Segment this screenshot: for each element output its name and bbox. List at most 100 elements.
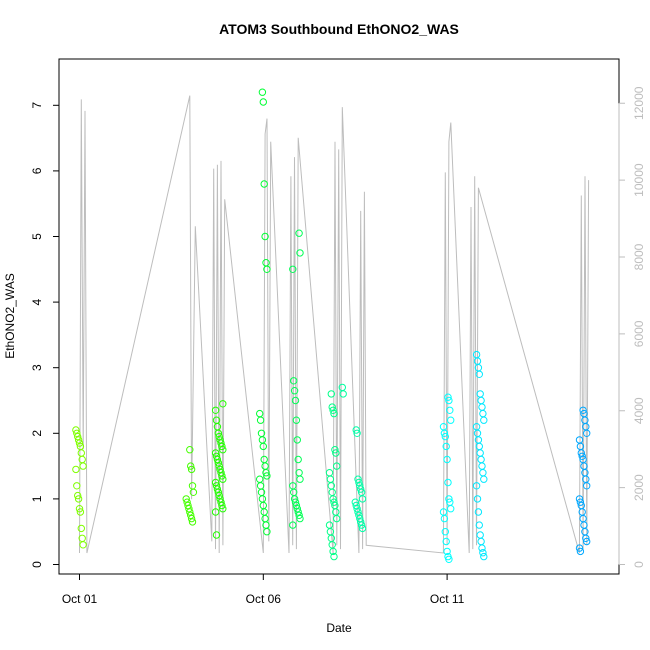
data-point [583, 537, 591, 546]
data-point [325, 469, 334, 477]
data-point [296, 475, 304, 483]
data-point [480, 475, 488, 483]
data-point [333, 462, 341, 470]
y2-tick-label: 0 [632, 561, 646, 568]
data-point [443, 455, 451, 464]
data-point [295, 511, 303, 519]
data-point [74, 495, 83, 503]
data-point [444, 478, 452, 487]
data-point [187, 462, 195, 470]
data-point [291, 498, 300, 506]
data-point [479, 409, 487, 418]
y-tick-label: 5 [30, 233, 44, 240]
data-point [474, 364, 483, 372]
data-point [352, 426, 360, 434]
data-point [355, 511, 363, 519]
data-point [256, 475, 264, 483]
data-point [289, 521, 297, 529]
data-point [214, 429, 223, 437]
data-point [330, 409, 338, 418]
data-point [219, 505, 227, 513]
data-point [72, 426, 80, 434]
data-point [476, 390, 484, 398]
data-point [185, 505, 193, 513]
data-point [218, 472, 226, 480]
data-point [184, 501, 192, 510]
data-point [216, 495, 224, 503]
y-tick-label: 6 [30, 167, 44, 174]
data-point [583, 429, 591, 437]
data-point [219, 400, 227, 408]
data-point [218, 501, 226, 510]
data-point [445, 495, 453, 503]
data-point [440, 429, 449, 437]
data-point [262, 469, 270, 477]
data-point [478, 462, 486, 470]
data-point [331, 446, 339, 454]
data-point [476, 449, 484, 457]
data-point [478, 403, 486, 411]
data-point [473, 495, 482, 503]
data-point [441, 432, 449, 441]
data-point [354, 508, 362, 516]
data-point [293, 436, 301, 444]
data-point [73, 429, 81, 437]
data-point [475, 521, 483, 529]
y-tick-label: 3 [30, 364, 44, 371]
data-point [259, 98, 267, 106]
data-point [356, 482, 364, 490]
data-point [328, 488, 336, 496]
data-point [326, 475, 335, 483]
data-point [583, 482, 591, 490]
data-point [74, 432, 82, 441]
y-tick-label: 7 [30, 102, 44, 109]
y-axis-label: EthONO2_WAS [3, 273, 17, 359]
x-tick-label: Oct 11 [430, 592, 465, 606]
y-axis: 0 1 2 3 4 5 6 7 [30, 102, 60, 568]
data-point [263, 265, 271, 273]
data-point [263, 528, 271, 536]
data-point [477, 396, 485, 405]
data-point [445, 396, 453, 405]
data-point [479, 549, 487, 557]
data-point [262, 259, 270, 267]
data-point [358, 495, 367, 503]
data-point [258, 88, 267, 96]
data-point [296, 249, 304, 257]
secondary-y-axis: 0 2000 4000 6000 8000 10000 12000 [618, 86, 646, 568]
data-point [327, 390, 335, 398]
y2-tick-label: 6000 [632, 320, 646, 347]
data-point [77, 524, 86, 533]
data-point [472, 482, 481, 490]
data-point [218, 442, 226, 451]
data-point [188, 482, 197, 490]
data-point [215, 462, 223, 470]
y-tick-label: 4 [30, 298, 44, 305]
data-point [442, 537, 450, 546]
data-point [476, 531, 484, 539]
data-point [76, 508, 85, 516]
data-point [211, 406, 220, 414]
data-point [292, 416, 301, 424]
data-point [445, 555, 453, 563]
data-point [213, 455, 222, 464]
data-point [289, 265, 297, 273]
data-point [214, 488, 223, 496]
data-point [329, 406, 337, 414]
data-point [182, 495, 190, 503]
x-tick-label: Oct 06 [246, 592, 282, 606]
data-point [330, 498, 338, 506]
data-point [258, 495, 267, 503]
data-point [329, 547, 337, 556]
data-point [217, 498, 225, 506]
data-point [442, 442, 450, 451]
data-point [440, 514, 449, 523]
data-point [582, 534, 590, 542]
data-point [263, 472, 271, 480]
altitude-line [79, 95, 590, 554]
data-point [290, 495, 299, 503]
data-point [217, 439, 225, 447]
data-point [211, 449, 220, 457]
data-point [186, 508, 194, 516]
